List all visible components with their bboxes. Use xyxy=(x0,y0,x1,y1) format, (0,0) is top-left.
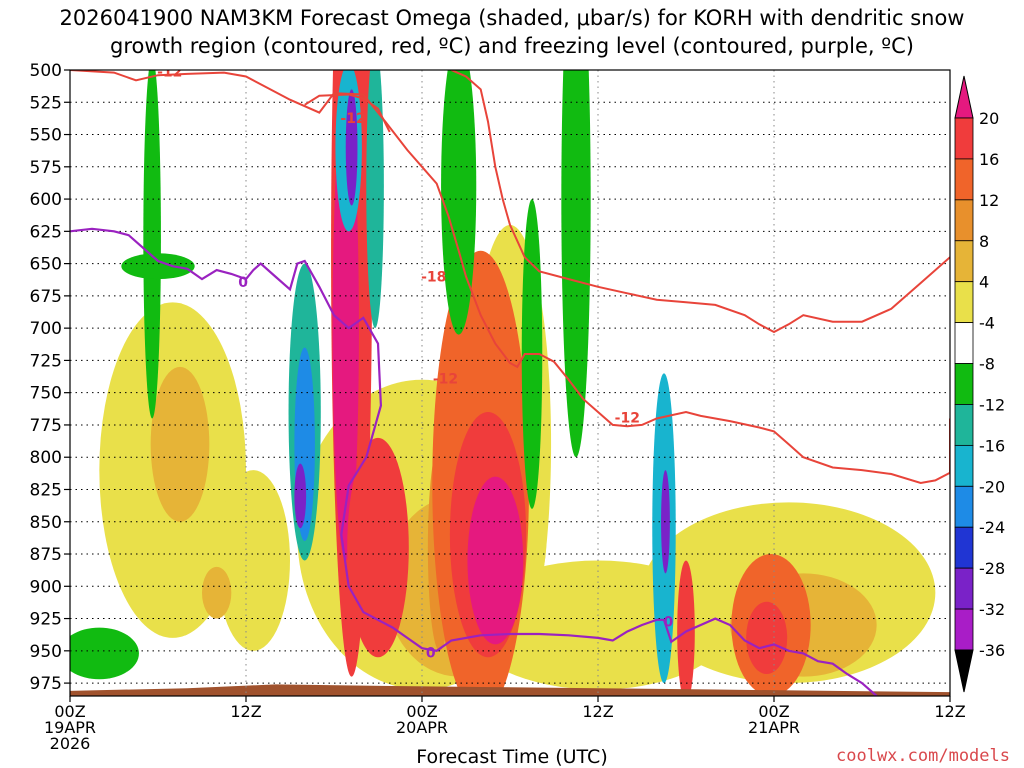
colorbar-swatch-4 xyxy=(954,281,974,324)
dendritic-label-0: -12 xyxy=(157,64,182,80)
dendritic-contour-2 xyxy=(450,70,950,334)
x-tick-label-4-0: 00Z xyxy=(758,702,789,721)
x-tick-label-5-0: 12Z xyxy=(934,702,965,721)
colorbar-label-12: -32 xyxy=(979,600,1005,619)
colorbar-swatch-5 xyxy=(954,322,974,364)
x-tick-label-4-1: 21APR xyxy=(748,718,800,737)
colorbar-swatch-8 xyxy=(954,444,974,487)
y-tick-label-5: 625 xyxy=(30,222,62,242)
freezing-level-contour-0 xyxy=(70,227,878,696)
y-tick-label-16: 900 xyxy=(30,577,62,597)
colorbar-label-13: -36 xyxy=(979,641,1005,660)
colorbar-swatch-10 xyxy=(954,526,974,569)
colorbar: 20 16 12 8 4 -4 -8 -12 -16 -20 -24 -28 -32 -36 xyxy=(954,75,1005,693)
freezing-label-2: 0 xyxy=(664,614,674,630)
omega-area-2 xyxy=(216,470,290,651)
y-tick-label-4: 600 xyxy=(30,190,62,210)
colorbar-swatch-2 xyxy=(954,199,974,242)
omega-core-21 xyxy=(70,627,139,680)
y-tick-label-9: 725 xyxy=(30,351,62,371)
omega-core-22 xyxy=(121,253,195,280)
omega-core-5 xyxy=(467,476,524,645)
colorbar-swatch-3 xyxy=(954,240,974,283)
dendritic-label-4: -12 xyxy=(615,410,640,426)
x-tick-label-0-0: 00Z xyxy=(54,702,85,721)
dendritic-label-2: -18 xyxy=(421,270,446,286)
dendritic-contour-1 xyxy=(304,93,391,133)
y-tick-label-15: 875 xyxy=(30,545,62,565)
colorbar-swatch-12 xyxy=(954,608,974,651)
terrain-ground xyxy=(70,684,950,696)
colorbar-label-7: -12 xyxy=(979,395,1005,414)
colorbar-swatch-1 xyxy=(954,158,974,201)
y-tick-label-10: 750 xyxy=(30,384,62,404)
colorbar-label-0: 20 xyxy=(979,109,999,128)
omega-core-20 xyxy=(441,70,477,335)
y-tick-label-12: 800 xyxy=(30,448,62,468)
omega-core-19 xyxy=(143,70,161,419)
y-tick-label-3: 575 xyxy=(30,158,62,178)
y-tick-label-8: 700 xyxy=(30,319,62,339)
y-tick-label-14: 850 xyxy=(30,513,62,533)
colorbar-swatch-6 xyxy=(954,363,974,405)
colorbar-label-6: -8 xyxy=(979,355,995,374)
omega-core-11 xyxy=(294,463,307,529)
omega-area-1 xyxy=(150,366,210,522)
colorbar-label-3: 8 xyxy=(979,232,989,251)
chart-title-line2: growth region (contoured, red, ºC) and f… xyxy=(110,34,914,58)
colorbar-label-1: 16 xyxy=(979,150,999,169)
omega-core-14 xyxy=(366,70,384,329)
colorbar-swatch-7 xyxy=(954,404,974,446)
y-tick-label-6: 650 xyxy=(30,255,62,275)
x-axis-label: Forecast Time (UTC) xyxy=(416,746,608,768)
x-tick-label-2-1: 20APR xyxy=(396,718,448,737)
y-tick-label-17: 925 xyxy=(30,610,62,630)
y-tick-label-2: 550 xyxy=(30,126,62,146)
omega-core-13 xyxy=(345,89,358,206)
colorbar-bottom-arrow xyxy=(954,649,974,693)
colorbar-label-5: -4 xyxy=(979,314,995,333)
colorbar-swatch-9 xyxy=(954,485,974,528)
x-tick-label-2-0: 00Z xyxy=(406,702,437,721)
x-tick-label-0-2: 2026 xyxy=(50,734,91,753)
colorbar-label-8: -16 xyxy=(979,436,1005,455)
colorbar-swatch-11 xyxy=(954,567,974,610)
colorbar-top-arrow xyxy=(954,75,974,119)
y-tick-label-13: 825 xyxy=(30,480,62,500)
dendritic-contour-0 xyxy=(70,70,950,485)
dendritic-label-1: -12 xyxy=(340,111,365,127)
colorbar-label-2: 12 xyxy=(979,191,999,210)
colorbar-label-4: 4 xyxy=(979,273,989,292)
contours: -12 -12 -18 -12 -12 0 0 0 xyxy=(70,64,950,696)
dendritic-label-3: -12 xyxy=(433,372,458,388)
omega-core-8 xyxy=(677,560,695,696)
x-tick-label-1-0: 12Z xyxy=(230,702,261,721)
omega-core-2 xyxy=(347,437,409,658)
omega-core-7 xyxy=(746,601,788,675)
y-tick-label-7: 675 xyxy=(30,287,62,307)
plot-frame xyxy=(69,69,951,697)
y-tick-label-1: 525 xyxy=(30,93,62,113)
colorbar-label-9: -20 xyxy=(979,477,1005,496)
colorbar-label-11: -28 xyxy=(979,559,1005,578)
freezing-label-0: 0 xyxy=(238,275,248,291)
y-tick-label-19: 975 xyxy=(30,674,62,694)
omega-area-10 xyxy=(202,566,232,619)
credit-text: coolwx.com/models xyxy=(836,746,1010,766)
chart-title-line1: 2026041900 NAM3KM Forecast Omega (shaded… xyxy=(59,6,965,30)
x-tick-label-0-1: 19APR xyxy=(44,718,96,737)
colorbar-label-10: -24 xyxy=(979,518,1005,537)
axes: 500 525 550 575 600 625 650 675 700 725 750 775 800 8… xyxy=(30,61,966,753)
y-tick-label-18: 950 xyxy=(30,642,62,662)
freezing-label-1: 0 xyxy=(426,645,436,661)
y-tick-label-11: 775 xyxy=(30,416,62,436)
x-tick-label-3-0: 12Z xyxy=(582,702,613,721)
colorbar-swatch-0 xyxy=(954,117,974,160)
y-tick-label-0: 500 xyxy=(30,61,62,81)
